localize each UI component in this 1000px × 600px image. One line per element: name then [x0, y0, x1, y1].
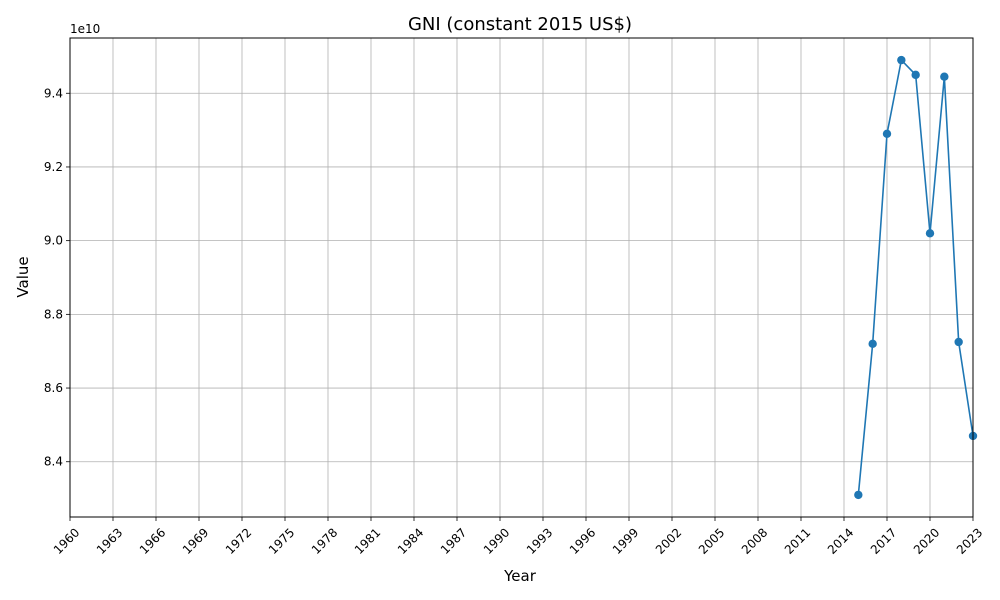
- x-tick-label: 2005: [696, 525, 727, 556]
- y-axis-offset-label: 1e10: [70, 22, 100, 36]
- x-axis: 1960 1963 1966 1969 1972 1975 1978 1981 1984 1987…: [51, 517, 985, 557]
- x-tick-label: 2014: [825, 525, 856, 556]
- data-point: [925, 229, 935, 238]
- x-tick-label: 2020: [911, 525, 942, 556]
- data-point: [954, 337, 963, 347]
- x-tick-label: 1960: [51, 525, 82, 556]
- x-tick-label: 2023: [954, 525, 985, 556]
- data-point: [897, 55, 906, 65]
- data-point: [868, 339, 877, 349]
- y-tick-label: 8.6: [44, 381, 63, 395]
- x-tick-label: 1987: [438, 525, 469, 556]
- y-axis-title: Value: [14, 256, 32, 297]
- x-tick-label: 1996: [567, 525, 598, 556]
- grid: [69, 38, 974, 517]
- y-tick-label: 8.8: [44, 307, 63, 321]
- x-tick-label: 1969: [180, 525, 211, 556]
- x-tick-label: 1978: [309, 525, 340, 556]
- x-axis-title: Year: [503, 567, 537, 585]
- data-point: [854, 490, 863, 500]
- x-tick-label: 1972: [223, 525, 254, 556]
- y-axis: 8.4 8.6 8.8 9.0 9.2 9.4: [44, 86, 70, 469]
- x-tick-label: 2008: [739, 525, 770, 556]
- x-tick-label: 1993: [524, 525, 555, 556]
- data-point: [940, 72, 949, 81]
- x-tick-label: 1999: [610, 525, 641, 556]
- x-tick-label: 1975: [266, 525, 297, 556]
- plot-border: [69, 37, 974, 518]
- y-tick-label: 8.4: [44, 455, 63, 469]
- x-tick-label: 1981: [352, 525, 383, 556]
- y-tick-label: 9.0: [44, 234, 63, 248]
- y-tick-label: 9.2: [44, 160, 63, 174]
- y-tick-label: 9.4: [44, 86, 63, 100]
- x-tick-label: 1966: [137, 525, 168, 556]
- x-tick-label: 2002: [653, 525, 684, 556]
- x-tick-label: 1963: [94, 525, 125, 556]
- x-tick-label: 2011: [782, 525, 813, 556]
- x-tick-label: 2017: [868, 525, 899, 556]
- series-line: [857, 59, 974, 495]
- series-layer: [854, 55, 978, 500]
- chart-title: GNI (constant 2015 US$): [408, 14, 632, 35]
- x-tick-label: 1984: [395, 525, 426, 556]
- data-point: [911, 70, 920, 80]
- plot-frame: [69, 37, 974, 518]
- data-point: [882, 129, 892, 138]
- x-tick-label: 1990: [481, 525, 512, 556]
